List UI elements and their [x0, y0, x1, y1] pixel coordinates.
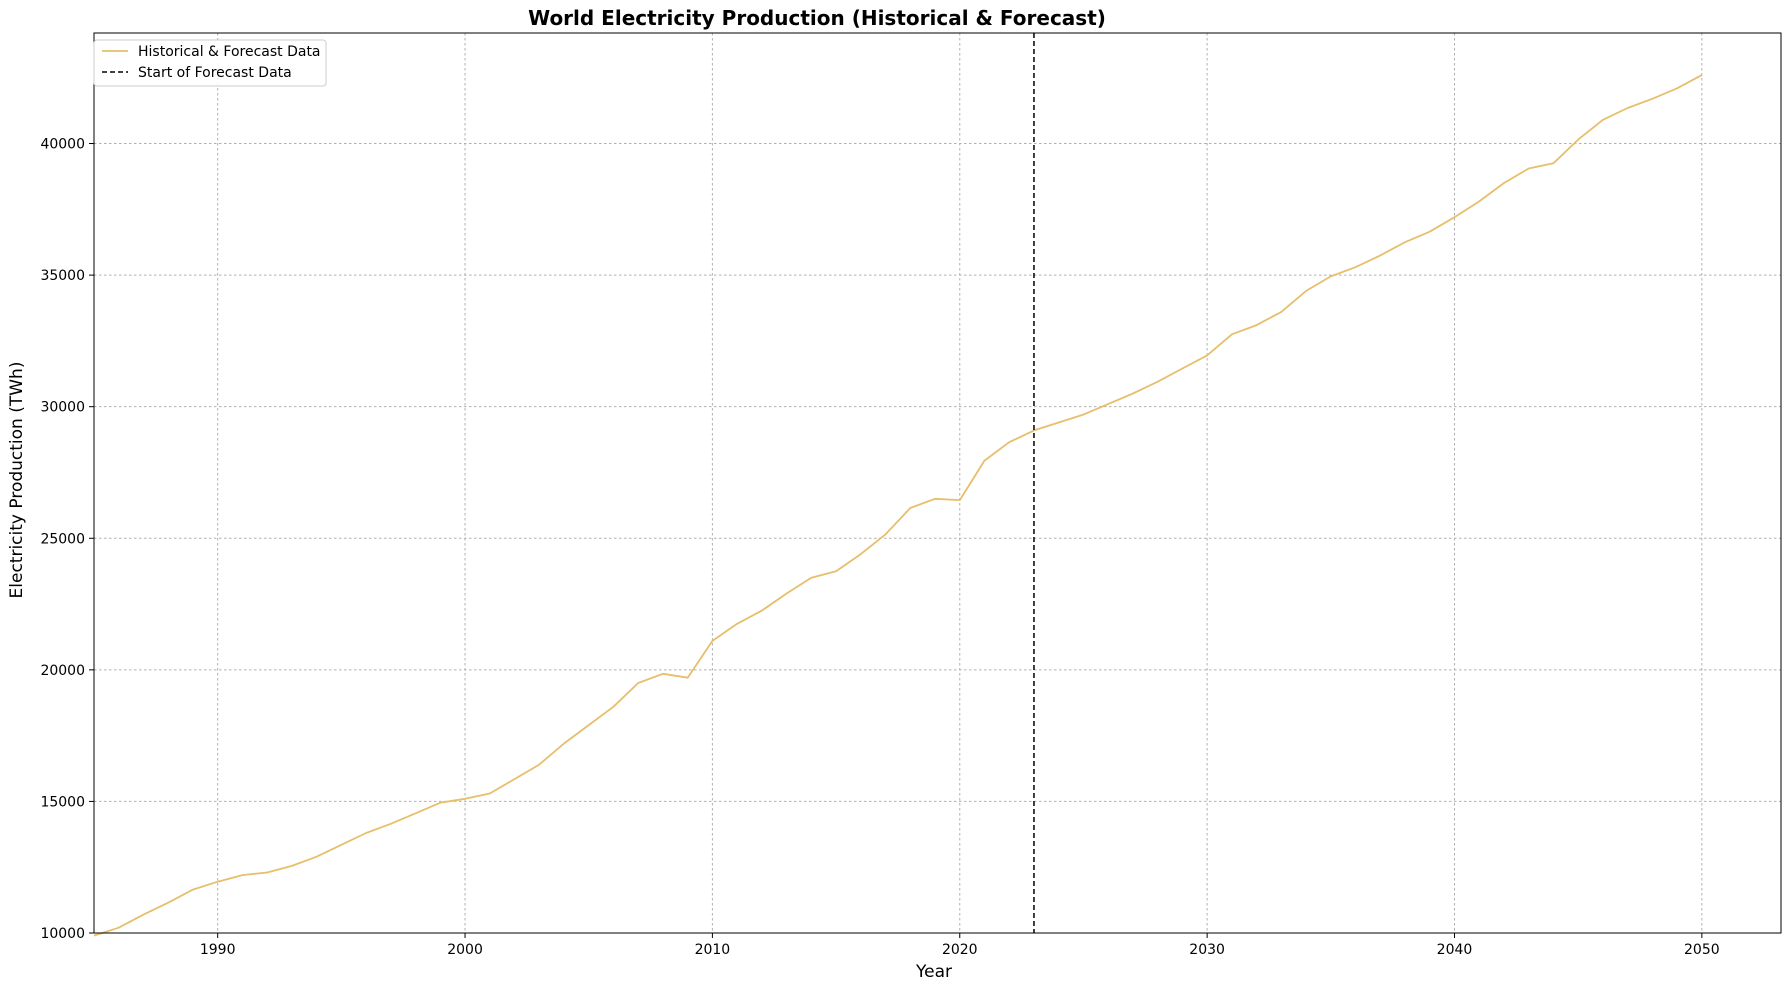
plot-frame — [93, 32, 1782, 934]
x-tick-label: 2050 — [1684, 942, 1720, 958]
y-tick-label: 35000 — [40, 268, 85, 284]
series-line-0 — [93, 74, 1703, 937]
y-tick-label: 10000 — [40, 926, 85, 942]
y-tick-label: 20000 — [40, 663, 85, 679]
legend-box — [93, 39, 327, 87]
legend: Historical & Forecast Data Start of Fore… — [93, 39, 327, 87]
grid-lines — [94, 33, 1781, 934]
x-tick-label: 2000 — [447, 942, 483, 958]
series-layer — [93, 74, 1703, 937]
y-tick-label: 15000 — [40, 794, 85, 810]
legend-label-forecast-start: Start of Forecast Data — [138, 65, 292, 81]
x-tick-label: 2030 — [1189, 942, 1225, 958]
y-tick-label: 30000 — [40, 400, 85, 416]
y-tick-label: 40000 — [40, 137, 85, 153]
x-axis-label: Year — [915, 962, 952, 982]
x-tick-label: 2040 — [1437, 942, 1473, 958]
x-tick-label: 2020 — [942, 942, 978, 958]
axis-ticks: 1990 2000 2010 2020 2030 2040 2050 10000 15000 20… — [40, 137, 1719, 958]
y-axis-label: Electricity Production (TWh) — [7, 362, 27, 599]
chart-title: World Electricity Production (Historical… — [528, 6, 1106, 30]
x-tick-label: 2010 — [695, 942, 731, 958]
y-tick-label: 25000 — [40, 531, 85, 547]
x-tick-label: 1990 — [200, 942, 236, 958]
legend-label-historical-forecast: Historical & Forecast Data — [138, 44, 321, 60]
